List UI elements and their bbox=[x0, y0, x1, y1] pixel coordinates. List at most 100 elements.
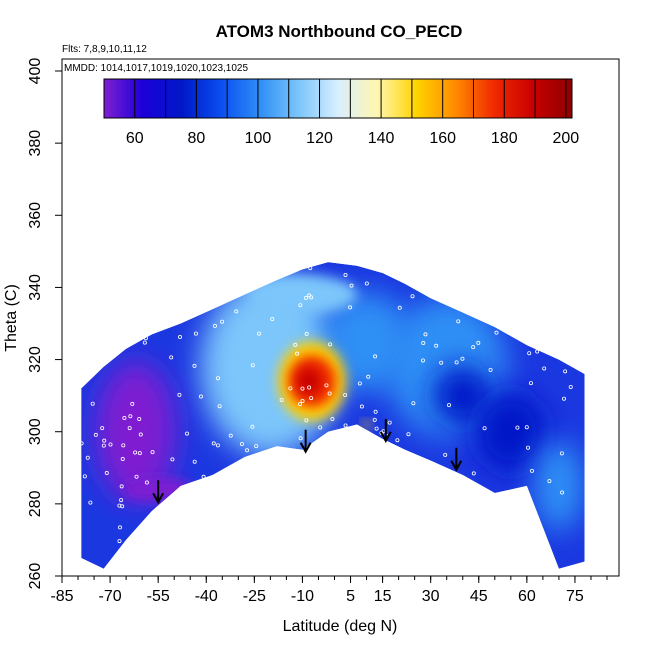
sample-point bbox=[192, 459, 197, 464]
y-tick-label: 400 bbox=[27, 58, 44, 85]
sample-point bbox=[528, 381, 533, 386]
colorbar-tick-label: 200 bbox=[552, 130, 579, 147]
sample-point bbox=[298, 303, 303, 308]
sample-point bbox=[515, 425, 520, 430]
sample-point bbox=[281, 480, 286, 485]
sample-point bbox=[102, 438, 107, 443]
sample-point bbox=[299, 520, 304, 525]
sample-point bbox=[420, 358, 425, 363]
sample-point bbox=[127, 426, 132, 431]
sample-point bbox=[300, 399, 305, 404]
sample-point bbox=[524, 425, 529, 430]
sample-point bbox=[220, 319, 225, 324]
sample-point bbox=[119, 498, 124, 503]
sample-point bbox=[227, 271, 232, 276]
sample-point bbox=[374, 266, 379, 271]
sample-point bbox=[90, 401, 95, 406]
sample-point bbox=[525, 271, 530, 276]
sample-point bbox=[115, 290, 120, 295]
sample-point bbox=[119, 484, 124, 489]
sample-point bbox=[178, 335, 183, 340]
sample-point bbox=[137, 416, 142, 421]
sample-point bbox=[254, 444, 259, 449]
sample-point bbox=[359, 404, 364, 409]
sample-point bbox=[523, 336, 528, 341]
sample-point bbox=[134, 474, 139, 479]
sample-point bbox=[193, 331, 198, 336]
y-tick-label: 340 bbox=[27, 274, 44, 301]
sample-point bbox=[177, 392, 182, 397]
y-tick-label: 360 bbox=[27, 202, 44, 229]
sample-point bbox=[162, 262, 167, 265]
x-tick-label: -25 bbox=[243, 588, 266, 605]
sample-point bbox=[471, 471, 476, 476]
sample-point bbox=[209, 476, 214, 481]
sample-point bbox=[128, 414, 133, 419]
x-tick-label: -10 bbox=[291, 588, 314, 605]
sample-point bbox=[562, 292, 567, 297]
dates-label: MMDD: 1014,1017,1019,1020,1023,1025 bbox=[64, 63, 248, 74]
sample-point bbox=[312, 262, 317, 264]
sample-point bbox=[349, 283, 354, 288]
sample-point bbox=[366, 374, 371, 379]
x-tick-label: 75 bbox=[566, 588, 584, 605]
sample-point bbox=[238, 499, 243, 504]
sample-point bbox=[192, 363, 197, 368]
x-tick-label: 15 bbox=[374, 588, 392, 605]
heatmap-cell bbox=[533, 440, 584, 531]
sample-point bbox=[300, 386, 305, 391]
sample-point bbox=[321, 472, 326, 477]
sample-point bbox=[142, 340, 147, 345]
sample-point bbox=[418, 496, 423, 501]
sample-point bbox=[320, 456, 325, 461]
sample-point bbox=[298, 402, 303, 407]
sample-point bbox=[353, 449, 358, 454]
sample-point bbox=[364, 281, 369, 286]
sample-point bbox=[122, 416, 127, 421]
sample-point bbox=[115, 291, 120, 296]
sample-point bbox=[84, 318, 89, 323]
sample-point bbox=[169, 355, 174, 360]
sample-point bbox=[510, 265, 515, 270]
sample-point bbox=[211, 269, 216, 274]
sample-point bbox=[389, 516, 394, 521]
down-arrow bbox=[152, 480, 165, 505]
sample-point bbox=[387, 420, 392, 425]
sample-point bbox=[457, 278, 462, 283]
sample-point bbox=[562, 396, 567, 401]
sample-point bbox=[525, 445, 530, 450]
sample-point bbox=[357, 381, 362, 386]
sample-point bbox=[387, 526, 392, 531]
x-tick-label: -70 bbox=[99, 588, 122, 605]
sample-point bbox=[507, 536, 512, 541]
sample-point bbox=[82, 474, 87, 479]
sample-point bbox=[421, 341, 426, 346]
sample-point bbox=[250, 424, 255, 429]
heatmap-cell bbox=[95, 361, 176, 502]
sample-point bbox=[153, 322, 158, 327]
sample-point bbox=[372, 417, 377, 422]
sample-point bbox=[247, 276, 252, 281]
sample-point bbox=[327, 391, 332, 396]
sample-point bbox=[416, 464, 421, 469]
sample-point bbox=[211, 441, 216, 446]
sample-point bbox=[301, 478, 306, 483]
heatmap-cell bbox=[432, 365, 493, 426]
sample-point bbox=[196, 290, 201, 295]
sample-point bbox=[459, 525, 464, 530]
colorbar-tick-label: 60 bbox=[126, 130, 144, 147]
sample-point bbox=[309, 396, 314, 401]
x-axis-label: Latitude (deg N) bbox=[283, 618, 398, 635]
sample-point bbox=[343, 423, 348, 428]
heatmap-cell bbox=[321, 291, 412, 392]
down-arrow bbox=[299, 429, 312, 454]
sample-point bbox=[81, 441, 84, 446]
sample-point bbox=[456, 319, 461, 324]
sample-point bbox=[409, 500, 414, 505]
sample-point bbox=[406, 432, 411, 437]
sample-point bbox=[280, 513, 285, 518]
sample-point bbox=[328, 477, 333, 482]
sample-point bbox=[505, 328, 510, 333]
sample-point bbox=[121, 443, 126, 448]
sample-point bbox=[161, 534, 166, 539]
